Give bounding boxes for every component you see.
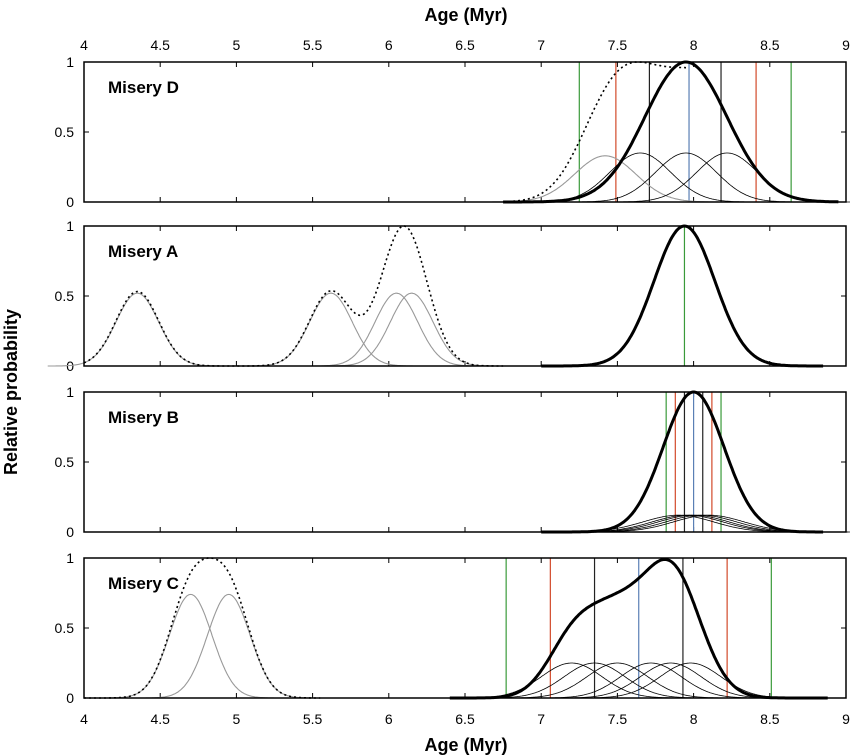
y-tick-label: 1 bbox=[66, 218, 74, 234]
top-x-tick-label: 5.5 bbox=[303, 37, 323, 53]
bottom-x-tick-label: 7.5 bbox=[608, 711, 628, 727]
panel-frame bbox=[83, 225, 847, 367]
component-curve bbox=[47, 292, 227, 367]
panel-frame bbox=[83, 557, 847, 699]
panel-frame bbox=[83, 391, 847, 533]
top-x-tick-label: 4.5 bbox=[150, 37, 170, 53]
bottom-x-tick-label: 5 bbox=[233, 711, 241, 727]
top-x-axis-title: Age (Myr) bbox=[424, 5, 507, 25]
dotted-sum-curve bbox=[503, 61, 686, 203]
panel-misery-b: 0 0.5 1 Misery B bbox=[55, 384, 850, 540]
panel-misery-c: 0 0.5 1 Misery C bbox=[55, 550, 847, 706]
top-x-tick-label: 5 bbox=[233, 37, 241, 53]
bottom-x-tick-label: 9 bbox=[842, 711, 850, 727]
summary-curve bbox=[503, 60, 839, 204]
bottom-x-tick-label: 8 bbox=[690, 711, 698, 727]
component-curve bbox=[306, 292, 486, 367]
component-curve bbox=[322, 292, 502, 367]
top-x-tick-label: 8 bbox=[690, 37, 698, 53]
y-tick-label: 0.5 bbox=[55, 620, 75, 636]
y-tick-label: 1 bbox=[66, 54, 74, 70]
y-tick-label: 1 bbox=[66, 550, 74, 566]
y-tick-label: 0 bbox=[66, 524, 74, 540]
y-tick-label: 0 bbox=[66, 194, 74, 210]
bottom-x-tick-label: 4.5 bbox=[150, 711, 170, 727]
bottom-x-tick-label: 5.5 bbox=[303, 711, 323, 727]
component-curve bbox=[599, 152, 850, 203]
panel-label: Misery A bbox=[108, 242, 178, 261]
summary-curve bbox=[541, 224, 824, 368]
bottom-x-tick-label: 6 bbox=[385, 711, 393, 727]
panel-label: Misery B bbox=[108, 408, 179, 427]
bottom-x-tick-label: 7 bbox=[537, 711, 545, 727]
y-tick-label: 1 bbox=[66, 384, 74, 400]
component-curve bbox=[562, 662, 819, 699]
component-curve bbox=[241, 292, 421, 367]
dotted-sum-curve bbox=[84, 557, 321, 699]
y-tick-label: 0 bbox=[66, 690, 74, 706]
bottom-x-tick-label: 4 bbox=[80, 711, 88, 727]
panel-label: Misery C bbox=[108, 574, 179, 593]
top-x-tick-label: 8.5 bbox=[760, 37, 780, 53]
top-x-tick-label: 7 bbox=[537, 37, 545, 53]
dotted-sum-curve bbox=[83, 225, 504, 367]
y-axis-title: Relative probability bbox=[1, 309, 21, 475]
y-tick-label: 0.5 bbox=[55, 288, 75, 304]
panel-misery-d: 0 0.5 1 Misery D bbox=[55, 54, 850, 210]
component-curve bbox=[443, 662, 700, 699]
component-curve-grey bbox=[101, 593, 281, 699]
component-curve bbox=[477, 155, 734, 203]
top-x-tick-labels: 4 4.5 5 5.5 6 6.5 7 7.5 8 8.5 9 bbox=[80, 37, 850, 53]
bottom-x-tick-label: 6.5 bbox=[455, 711, 475, 727]
y-tick-label: 0.5 bbox=[55, 454, 75, 470]
bottom-x-tick-labels: 4 4.5 5 5.5 6 6.5 7 7.5 8 8.5 9 bbox=[80, 711, 850, 727]
panel-frame bbox=[83, 61, 847, 203]
component-curve bbox=[522, 662, 779, 699]
bottom-x-axis-title: Age (Myr) bbox=[424, 735, 507, 755]
panel-label: Misery D bbox=[108, 78, 179, 97]
component-curve bbox=[558, 152, 814, 203]
top-x-tick-label: 6.5 bbox=[455, 37, 475, 53]
bottom-x-tick-label: 8.5 bbox=[760, 711, 780, 727]
component-curve-grey bbox=[139, 593, 319, 699]
y-tick-label: 0.5 bbox=[55, 124, 75, 140]
top-x-tick-label: 7.5 bbox=[608, 37, 628, 53]
top-x-tick-label: 4 bbox=[80, 37, 88, 53]
top-x-tick-label: 6 bbox=[385, 37, 393, 53]
top-x-tick-label: 9 bbox=[842, 37, 850, 53]
summary-curve bbox=[541, 390, 824, 534]
